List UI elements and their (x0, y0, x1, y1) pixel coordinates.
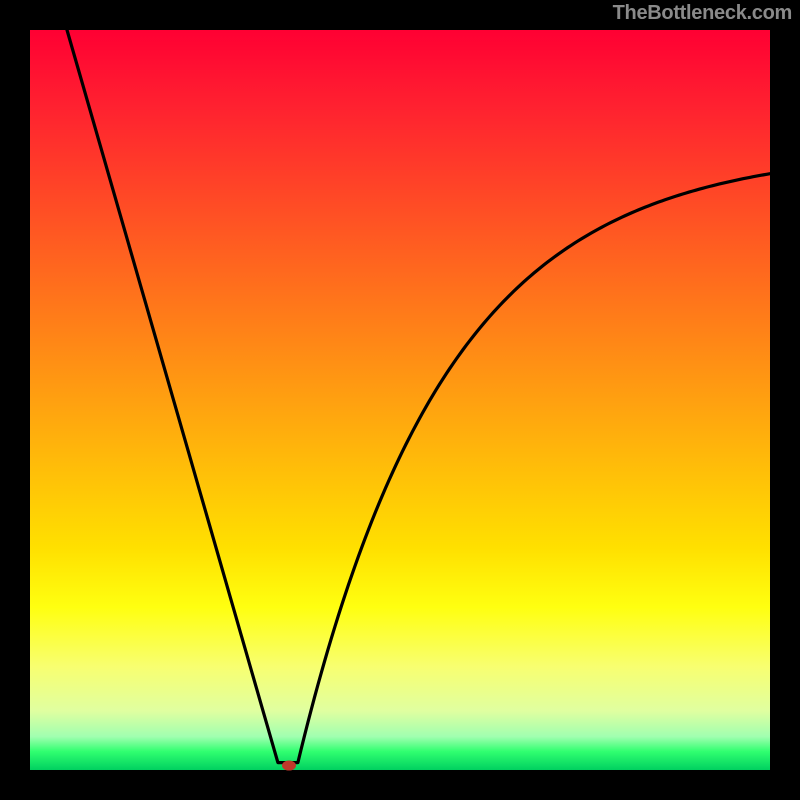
bottleneck-chart (0, 0, 800, 800)
optimal-point-marker (282, 761, 296, 771)
chart-container: TheBottleneck.com (0, 0, 800, 800)
plot-background-gradient (30, 30, 770, 770)
watermark-text: TheBottleneck.com (613, 2, 792, 25)
